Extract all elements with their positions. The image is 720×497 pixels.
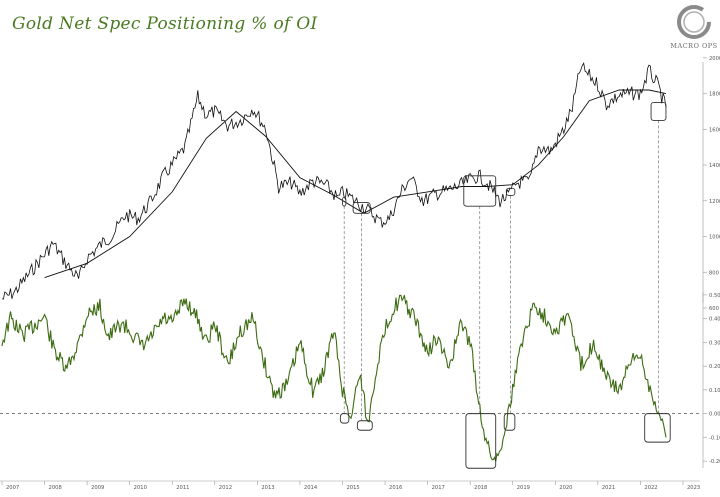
price-ytick-label: 2000 bbox=[709, 56, 720, 62]
positioning-ytick-label: 0.30 bbox=[709, 340, 720, 346]
price-highlight-box bbox=[505, 187, 516, 196]
x-tick-label: 2008 bbox=[49, 485, 62, 491]
x-tick-label: 2022 bbox=[644, 485, 657, 491]
logo-circle-icon bbox=[677, 5, 711, 39]
logo-text: MACRO OPS bbox=[670, 42, 718, 50]
x-tick-label: 2009 bbox=[91, 485, 104, 491]
positioning-highlight-box bbox=[356, 420, 373, 431]
x-tick-label: 2010 bbox=[134, 485, 147, 491]
x-tick-label: 2021 bbox=[602, 485, 615, 491]
positioning-ytick-label: 0.50 bbox=[709, 293, 720, 299]
price-ytick-label: 1000 bbox=[709, 235, 720, 241]
x-tick-label: 2018 bbox=[474, 485, 487, 491]
positioning-highlight-box bbox=[503, 413, 516, 431]
price-ytick-label: 600 bbox=[709, 306, 719, 312]
price-ytick-label: 1200 bbox=[709, 199, 720, 205]
net-spec-positioning-line bbox=[1, 294, 667, 462]
positioning-highlight-box bbox=[465, 413, 497, 469]
price-ytick-label: 1400 bbox=[709, 163, 720, 169]
x-tick-label: 2017 bbox=[432, 485, 445, 491]
positioning-ytick-label: -0.10 bbox=[709, 435, 720, 441]
positioning-ytick-label: 0.10 bbox=[709, 388, 720, 394]
x-tick-label: 2012 bbox=[219, 485, 232, 491]
x-tick-label: 2014 bbox=[304, 485, 318, 491]
gold-price-moving-average bbox=[44, 89, 667, 279]
positioning-highlight-box bbox=[644, 413, 671, 443]
macro-ops-logo bbox=[671, 2, 717, 48]
x-tick-label: 2019 bbox=[517, 485, 530, 491]
price-ytick-label: 1800 bbox=[709, 92, 720, 98]
positioning-ytick-label: 0.40 bbox=[709, 317, 720, 323]
positioning-ytick-label: 0.00 bbox=[709, 412, 720, 418]
gold-price-line bbox=[1, 62, 667, 300]
positioning-ytick-label: 0.20 bbox=[709, 364, 720, 370]
price-ytick-label: 1600 bbox=[709, 127, 720, 133]
positioning-highlight-box bbox=[339, 413, 350, 424]
positioning-ytick-label: -0.20 bbox=[709, 459, 720, 465]
price-highlight-box bbox=[650, 102, 667, 121]
chart-title: Gold Net Spec Positioning % of OI bbox=[12, 14, 318, 34]
price-highlight-box bbox=[463, 175, 497, 207]
x-tick-label: 2023 bbox=[687, 485, 700, 491]
price-ytick-label: 800 bbox=[709, 270, 719, 276]
x-tick-label: 2015 bbox=[346, 485, 359, 491]
x-tick-label: 2016 bbox=[389, 485, 402, 491]
x-tick-label: 2020 bbox=[559, 485, 572, 491]
price-highlight-box bbox=[342, 196, 347, 207]
x-tick-label: 2011 bbox=[176, 485, 189, 491]
x-tick-label: 2007 bbox=[6, 485, 19, 491]
x-tick-label: 2013 bbox=[261, 485, 274, 491]
price-highlight-box bbox=[352, 202, 371, 214]
